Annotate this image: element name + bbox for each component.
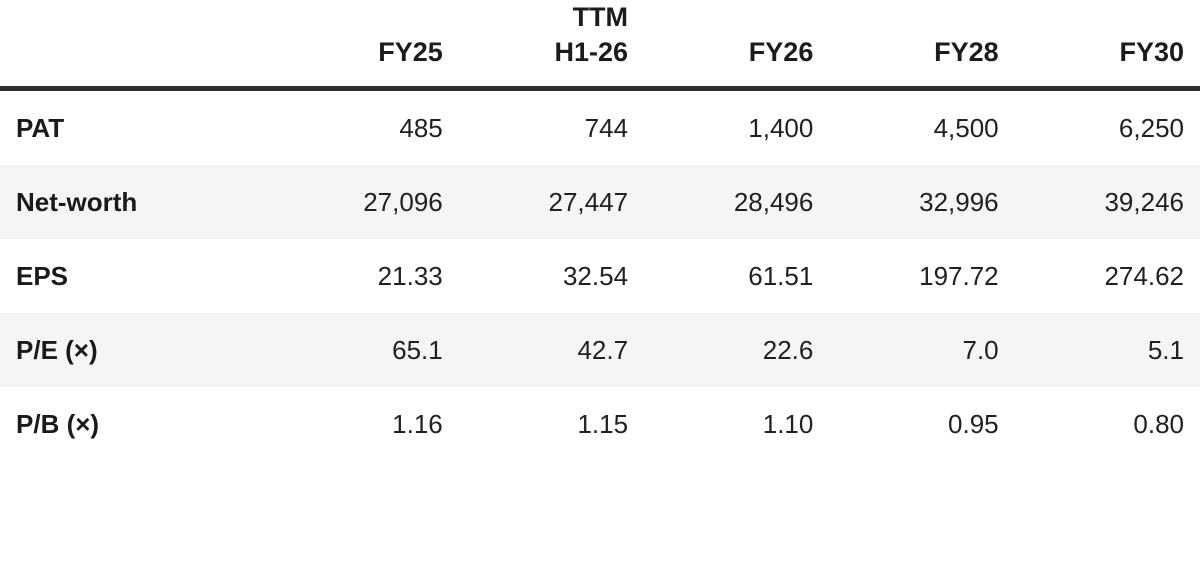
table-body: PAT 485 744 1,400 4,500 6,250 Net-worth … (0, 89, 1200, 462)
col-header-fy25: FY25 (273, 0, 459, 91)
cell-pe-fy30: 5.1 (1014, 313, 1200, 387)
row-label-pat: PAT (16, 112, 65, 143)
cell-eps-fy28: 197.72 (919, 260, 999, 291)
col-header-fy30: FY30 (1014, 0, 1200, 91)
cell-pat-fy26: 1,400 (748, 112, 814, 143)
cell-pat-fy28: 4,500 (933, 112, 999, 143)
cell-pat-fy30: 6,250 (1118, 112, 1184, 143)
col-header-fy28-label: FY28 (934, 37, 999, 67)
cell-networth-fy30: 39,246 (1014, 165, 1200, 239)
col-header-ttm-top: TTM (572, 2, 629, 32)
cell-pb-fy26: 1.10 (762, 408, 814, 439)
financials-table: FY25 TTM H1-26 FY26 FY28 FY30 PAT (0, 0, 1200, 462)
cell-pe-fy25: 65.1 (273, 313, 459, 387)
table-row-pb: P/B (×) 1.16 1.15 1.10 0.95 0.80 (0, 387, 1200, 461)
cell-pb-ttm: 1.15 (577, 408, 629, 439)
col-header-fy26-label: FY26 (748, 37, 814, 67)
header-row: FY25 TTM H1-26 FY26 FY28 FY30 (0, 0, 1200, 91)
cell-networth-ttm: 27,447 (458, 165, 645, 239)
row-label-pe: P/E (×) (0, 313, 274, 387)
table-row-pat: PAT 485 744 1,400 4,500 6,250 (0, 89, 1200, 166)
col-header-ttm-bottom: H1-26 (554, 37, 629, 67)
row-label-pb: P/B (×) (16, 408, 100, 439)
cell-pe-fy28: 7.0 (829, 313, 1015, 387)
col-header-fy28: FY28 (829, 0, 1015, 91)
table-row-eps: EPS 21.33 32.54 61.51 197.72 274.62 (0, 239, 1200, 313)
table-header: FY25 TTM H1-26 FY26 FY28 FY30 (0, 0, 1200, 91)
cell-networth-fy26: 28,496 (644, 165, 830, 239)
row-label-net-worth: Net-worth (0, 165, 274, 239)
cell-eps-fy26: 61.51 (748, 260, 814, 291)
cell-pb-fy30: 0.80 (1133, 408, 1184, 439)
col-header-fy30-label: FY30 (1119, 37, 1184, 67)
cell-eps-ttm: 32.54 (562, 260, 629, 291)
cell-pat-fy25: 485 (399, 112, 443, 143)
col-header-metric (0, 0, 274, 91)
cell-pb-fy28: 0.95 (948, 408, 999, 439)
cell-eps-fy30: 274.62 (1104, 260, 1184, 291)
cell-pb-fy25: 1.16 (392, 408, 443, 439)
cell-pat-ttm: 744 (584, 112, 629, 143)
table-row-pe: P/E (×) 65.1 42.7 22.6 7.0 5.1 (0, 313, 1200, 387)
row-label-eps: EPS (16, 260, 69, 291)
cell-networth-fy28: 32,996 (829, 165, 1015, 239)
cell-pe-ttm: 42.7 (458, 313, 645, 387)
col-header-fy25-label: FY25 (378, 37, 443, 67)
cell-pe-fy26: 22.6 (644, 313, 830, 387)
col-header-ttm-h1-26: TTM H1-26 (458, 0, 645, 91)
cell-eps-fy25: 21.33 (377, 260, 443, 291)
cell-networth-fy25: 27,096 (273, 165, 459, 239)
table-row-net-worth: Net-worth 27,096 27,447 28,496 32,996 39… (0, 165, 1200, 239)
col-header-fy26: FY26 (644, 0, 830, 91)
